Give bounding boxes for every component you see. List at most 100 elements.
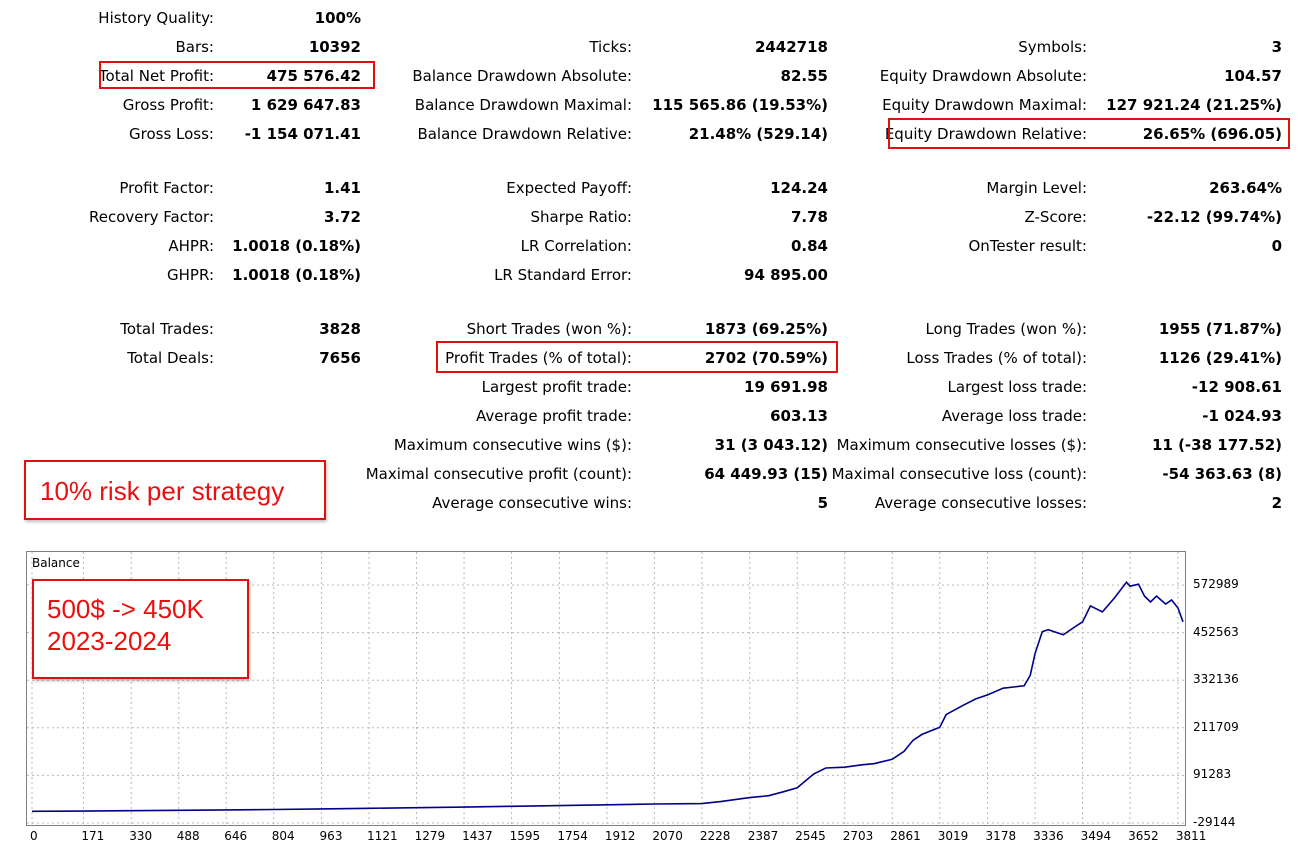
x-tick-label: 3652 bbox=[1128, 829, 1159, 843]
average-profit-trade-label: Average profit trade: bbox=[475, 407, 632, 425]
short-trades-won-value: 1873 (69.25%) bbox=[704, 320, 828, 338]
x-tick-label: 963 bbox=[319, 829, 343, 843]
average-loss-trade-label: Average loss trade: bbox=[941, 407, 1087, 425]
total-net-profit-value: 475 576.42 bbox=[266, 67, 361, 85]
lr-correlation-value: 0.84 bbox=[790, 237, 828, 255]
history-quality-label: History Quality: bbox=[98, 9, 214, 27]
profit-factor-label: Profit Factor: bbox=[119, 179, 214, 197]
lr-standard-error-label: LR Standard Error: bbox=[494, 266, 632, 284]
risk-note-text: 10% risk per strategy bbox=[40, 476, 285, 506]
balance-drawdown-relative-value: 21.48% (529.14) bbox=[688, 125, 828, 143]
total-net-profit-label: Total Net Profit: bbox=[98, 67, 214, 85]
z-score-label: Z-Score: bbox=[1024, 208, 1088, 226]
x-tick-label: 1121 bbox=[367, 829, 398, 843]
x-tick-label: 3494 bbox=[1080, 829, 1112, 843]
maximum-consecutive-wins-label: Maximum consecutive wins ($): bbox=[393, 436, 632, 454]
average-consecutive-losses-value: 2 bbox=[1271, 494, 1282, 512]
x-tick-label: 2070 bbox=[652, 829, 683, 843]
y-tick-label: -29144 bbox=[1193, 815, 1236, 829]
recovery-factor-label: Recovery Factor: bbox=[88, 208, 214, 226]
maximal-consecutive-loss-count-value: -54 363.63 (8) bbox=[1162, 465, 1282, 483]
total-trades-label: Total Trades: bbox=[120, 320, 214, 338]
growth-note-line1: 500$ -> 450K bbox=[47, 594, 204, 624]
balance-drawdown-absolute-label: Balance Drawdown Absolute: bbox=[412, 67, 632, 85]
average-consecutive-losses-label: Average consecutive losses: bbox=[874, 494, 1087, 512]
expected-payoff-value: 124.24 bbox=[770, 179, 828, 197]
average-consecutive-wins-label: Average consecutive wins: bbox=[432, 494, 632, 512]
x-tick-label: 2387 bbox=[747, 829, 779, 843]
short-trades-won-label: Short Trades (won %): bbox=[466, 320, 632, 338]
long-trades-won-label: Long Trades (won %): bbox=[925, 320, 1087, 338]
highlight-equity-drawdown-relative bbox=[888, 118, 1290, 149]
maximum-consecutive-losses-value: 11 (-38 177.52) bbox=[1151, 436, 1282, 454]
ticks-label: Ticks: bbox=[589, 38, 632, 56]
symbols-value: 3 bbox=[1271, 38, 1282, 56]
x-tick-label: 804 bbox=[271, 829, 295, 843]
ticks-value: 2442718 bbox=[754, 38, 828, 56]
balance-drawdown-relative-label: Balance Drawdown Relative: bbox=[417, 125, 632, 143]
z-score-value: -22.12 (99.74%) bbox=[1146, 208, 1282, 226]
x-tick-label: 2703 bbox=[842, 829, 874, 843]
balance-line bbox=[31, 580, 1184, 813]
profit-factor-value: 1.41 bbox=[323, 179, 361, 197]
ontester-result-label: OnTester result: bbox=[968, 237, 1087, 255]
maximal-consecutive-loss-count-label: Maximal consecutive loss (count): bbox=[831, 465, 1087, 483]
y-tick-label: 452563 bbox=[1193, 624, 1239, 639]
y-tick-label: 91283 bbox=[1193, 767, 1232, 782]
highlight-profit-trades bbox=[436, 341, 838, 373]
total-deals-value: 7656 bbox=[319, 349, 361, 367]
risk-note: 10% risk per strategy bbox=[24, 460, 326, 520]
maximal-consecutive-profit-count-label: Maximal consecutive profit (count): bbox=[365, 465, 632, 483]
balance-drawdown-maximal-value: 115 565.86 (19.53%) bbox=[652, 96, 828, 114]
largest-loss-trade-label: Largest loss trade: bbox=[947, 378, 1087, 396]
balance-chart bbox=[26, 551, 1186, 826]
average-profit-trade-value: 603.13 bbox=[770, 407, 828, 425]
equity-drawdown-maximal-value: 127 921.24 (21.25%) bbox=[1106, 96, 1282, 114]
loss-trades-of-total-value: 1126 (29.41%) bbox=[1158, 349, 1282, 367]
gross-loss-label: Gross Loss: bbox=[129, 125, 214, 143]
expected-payoff-label: Expected Payoff: bbox=[506, 179, 632, 197]
x-tick-label: 3178 bbox=[985, 829, 1017, 843]
equity-drawdown-relative-value: 26.65% (696.05) bbox=[1142, 125, 1282, 143]
x-tick-label: 2545 bbox=[795, 829, 826, 843]
ontester-result-value: 0 bbox=[1271, 237, 1282, 255]
gross-profit-label: Gross Profit: bbox=[122, 96, 214, 114]
growth-note: 500$ -> 450K 2023-2024 bbox=[32, 579, 249, 679]
x-tick-label: 2861 bbox=[890, 829, 921, 843]
equity-drawdown-absolute-value: 104.57 bbox=[1224, 67, 1282, 85]
largest-loss-trade-value: -12 908.61 bbox=[1191, 378, 1282, 396]
total-deals-label: Total Deals: bbox=[127, 349, 214, 367]
margin-level-label: Margin Level: bbox=[986, 179, 1087, 197]
gross-loss-value: -1 154 071.41 bbox=[244, 125, 361, 143]
total-trades-value: 3828 bbox=[319, 320, 361, 338]
ahpr-label: AHPR: bbox=[168, 237, 214, 255]
largest-profit-trade-value: 19 691.98 bbox=[744, 378, 828, 396]
history-quality-value: 100% bbox=[314, 9, 361, 27]
x-tick-label: 3019 bbox=[937, 829, 969, 843]
x-tick-label: 2228 bbox=[699, 829, 731, 843]
ghpr-value: 1.0018 (0.18%) bbox=[232, 266, 361, 284]
balance-chart-plot bbox=[27, 552, 1185, 825]
x-tick-label: 0 bbox=[30, 829, 38, 843]
ghpr-label: GHPR: bbox=[167, 266, 214, 284]
x-tick-label: 1754 bbox=[557, 829, 588, 843]
x-tick-label: 1595 bbox=[509, 829, 541, 843]
maximum-consecutive-wins-value: 31 (3 043.12) bbox=[714, 436, 828, 454]
recovery-factor-value: 3.72 bbox=[323, 208, 361, 226]
bars-value: 10392 bbox=[308, 38, 361, 56]
y-tick-label: 572989 bbox=[1193, 577, 1239, 591]
balance-drawdown-maximal-label: Balance Drawdown Maximal: bbox=[414, 96, 632, 114]
x-tick-label: 1437 bbox=[462, 829, 493, 843]
lr-correlation-label: LR Correlation: bbox=[520, 237, 632, 255]
x-tick-label: 1279 bbox=[414, 829, 446, 843]
x-tick-label: 1912 bbox=[604, 829, 636, 843]
margin-level-value: 263.64% bbox=[1209, 179, 1282, 197]
x-tick-label: 3336 bbox=[1033, 829, 1064, 843]
bars-label: Bars: bbox=[175, 38, 214, 56]
equity-drawdown-maximal-label: Equity Drawdown Maximal: bbox=[882, 96, 1087, 114]
ahpr-value: 1.0018 (0.18%) bbox=[232, 237, 361, 255]
profit-trades-of-total-value: 2702 (70.59%) bbox=[704, 349, 828, 367]
average-consecutive-wins-value: 5 bbox=[817, 494, 828, 512]
equity-drawdown-absolute-label: Equity Drawdown Absolute: bbox=[879, 67, 1087, 85]
y-tick-label: 332136 bbox=[1193, 672, 1239, 687]
